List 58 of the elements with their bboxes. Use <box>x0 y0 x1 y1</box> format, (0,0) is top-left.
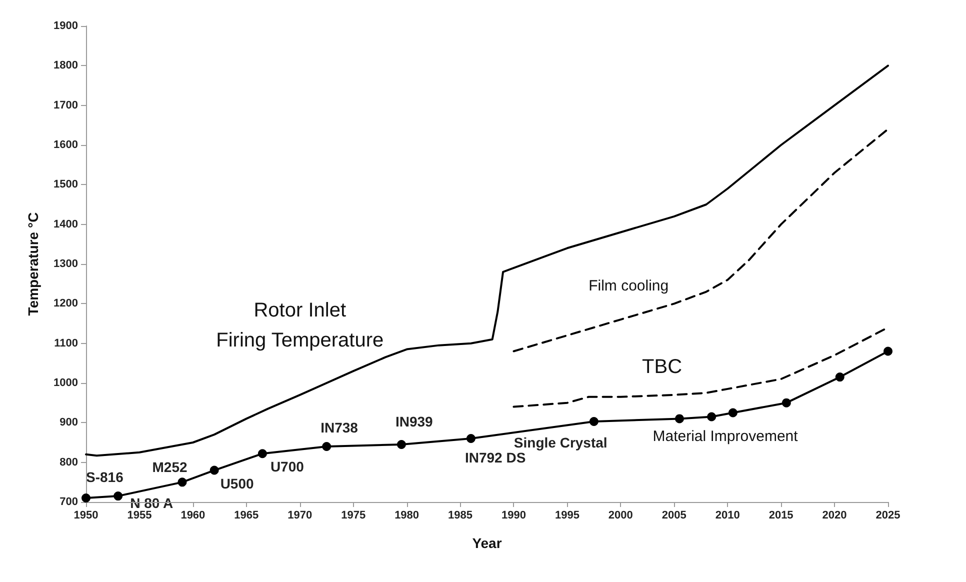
point <box>114 492 123 501</box>
annotation: M252 <box>152 459 188 476</box>
annotation: U700 <box>270 458 304 475</box>
annotation: IN939 <box>395 413 434 430</box>
annotation: Single Crystal <box>514 434 608 450</box>
x-tick-label: 1995 <box>554 510 580 522</box>
series-label: Material Improvement <box>652 428 799 446</box>
point <box>178 478 187 487</box>
y-tick-label: 1500 <box>54 178 78 191</box>
point <box>707 412 716 422</box>
x-tick-label: 1970 <box>288 510 312 522</box>
y-axis-title: Temperature °C <box>25 212 41 316</box>
x-tick-label: 2005 <box>662 510 686 522</box>
point <box>782 398 791 408</box>
x-tick-label: 1975 <box>341 510 366 522</box>
x-tick-label: 1965 <box>234 510 259 522</box>
y-tick-label: 1100 <box>54 337 78 350</box>
y-tick-label: 1700 <box>54 99 78 112</box>
point <box>589 416 598 426</box>
annotation: IN792 DS <box>464 450 526 466</box>
point <box>210 466 219 475</box>
x-tick-label: 2015 <box>768 510 794 522</box>
y-tick-label: 1000 <box>54 377 78 389</box>
point <box>835 372 844 382</box>
point <box>674 414 684 424</box>
x-tick-label: 1990 <box>501 510 526 522</box>
line-series <box>512 128 889 352</box>
y-tick-label: 700 <box>60 496 78 508</box>
y-tick-label: 1300 <box>54 258 78 270</box>
y-tick-label: 1400 <box>54 218 78 230</box>
x-tick-label: 2020 <box>822 510 847 522</box>
series-label: TBC <box>642 356 682 378</box>
y-tick-label: 1200 <box>54 298 78 310</box>
series-label: Film cooling <box>588 277 669 294</box>
point <box>322 442 332 451</box>
point <box>396 440 406 449</box>
x-tick-label: 1955 <box>127 510 152 522</box>
point <box>466 434 476 444</box>
x-axis-title: Year <box>472 535 502 551</box>
y-tick-label: 900 <box>60 416 78 429</box>
y-tick-label: 800 <box>60 456 78 468</box>
x-tick-label: 1980 <box>394 510 420 522</box>
x-tick-label: 2000 <box>608 510 633 522</box>
x-tick-label: 1985 <box>448 510 473 522</box>
y-tick-label: 1600 <box>54 139 78 151</box>
y-tick-label: 1900 <box>54 20 78 32</box>
point <box>728 408 738 418</box>
annotation: S-816 <box>86 469 124 486</box>
annotation: IN738 <box>320 419 358 436</box>
y-tick-label: 1800 <box>54 60 78 72</box>
x-tick-label: 1950 <box>74 510 98 522</box>
point <box>258 449 267 458</box>
x-tick-label: 2025 <box>876 510 900 522</box>
x-tick-label: 2010 <box>715 510 740 522</box>
point <box>884 346 892 356</box>
annotation: U500 <box>220 475 254 492</box>
series-label: Rotor Inlet Firing Temperature <box>216 299 384 352</box>
x-tick-label: 1960 <box>180 510 206 522</box>
